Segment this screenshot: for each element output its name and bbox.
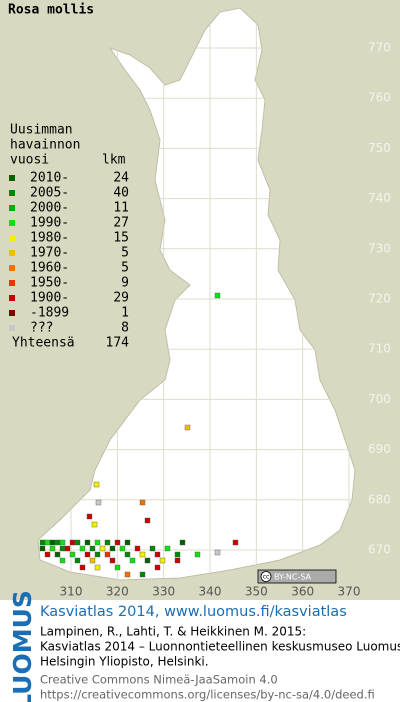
legend-count: 5 [121,246,129,261]
occurrence [139,499,146,506]
y-tick-label: 720 [368,292,391,306]
legend-count: 29 [113,291,129,306]
legend-swatch [9,175,15,181]
legend-swatch [9,325,15,331]
citation-line: Kasviatlas 2014 – Luonnontieteellinen ke… [40,640,400,654]
legend-swatch [9,235,15,241]
legend-count: 9 [121,276,129,291]
y-tick-label: 700 [368,392,391,406]
legend-header: havainnon [10,138,80,153]
legend-label: 1960- [30,261,69,276]
legend-swatch [9,250,15,256]
occurrence [91,521,98,528]
legend-count: 1 [121,306,129,321]
occurrence [214,549,221,556]
legend-label: ??? [30,321,53,336]
x-tick-label: 360 [291,585,314,599]
occurrence [194,551,201,558]
cc-badge: cc BY-NC-SA [257,569,337,584]
y-tick-label: 740 [368,191,391,205]
y-tick-label: 760 [368,91,391,105]
y-tick-label: 750 [368,141,391,155]
legend-count: 11 [113,201,129,216]
x-tick-label: 330 [152,585,175,599]
footer-background [0,600,400,702]
legend-count: 40 [113,186,129,201]
occurrence [214,292,221,299]
legend-label: 1950- [30,276,69,291]
badge-box [257,569,337,584]
legend-count: 8 [121,321,129,336]
x-tick-label: 350 [245,585,268,599]
legend-count: 5 [121,261,129,276]
legend-label: 1990- [30,216,69,231]
occurrence [184,424,191,431]
citation-line: Helsingin Yliopisto, Helsinki. [40,655,209,669]
legend-label: 2010- [30,171,69,186]
legend-count-header: lkm [102,153,126,168]
legend-count: 15 [113,231,129,246]
y-tick-label: 690 [368,442,391,456]
occurrence [95,499,102,506]
x-tick-label: 340 [199,585,222,599]
occurrence [144,517,151,524]
occurrence [93,481,100,488]
badge-cc: cc [263,574,270,581]
total-count: 174 [106,336,130,351]
legend-label: 1970- [30,246,69,261]
legend-swatch [9,265,15,271]
occurrence [232,539,239,546]
license-line: Creative Commons Nimeä-JaaSamoin 4.0 [40,673,278,687]
legend-swatch [9,205,15,211]
y-tick-label: 680 [368,492,391,506]
legend-swatch [9,280,15,286]
coordinate-labels: 770 760 750 740 730 720 710 700 690 680 670 310 320 3… [60,41,391,599]
y-tick-label: 770 [368,41,391,55]
x-tick-label: 310 [60,585,83,599]
badge-label: BY-NC-SA [274,573,312,582]
legend-swatch [9,220,15,226]
legend-label: 2005- [30,186,69,201]
y-tick-label: 670 [368,543,391,557]
legend-label: 1980- [30,231,69,246]
legend-label: -1899 [30,306,69,321]
legend-swatch [9,310,15,316]
legend-count: 27 [113,216,129,231]
occurrences [39,292,239,578]
y-tick-label: 710 [368,342,391,356]
total-label: Yhteensä [12,336,75,351]
legend-swatch [9,295,15,301]
legend-swatch [9,190,15,196]
license-line: https://creativecommons.org/licenses/by-… [40,688,375,702]
legend-label: 2000- [30,201,69,216]
legend-label: 1900- [30,291,69,306]
title: Rosa mollis [8,3,94,18]
citation-line: Lampinen, R., Lahti, T. & Heikkinen M. 2… [40,625,306,639]
y-tick-label: 730 [368,241,391,255]
logo: LUOMUS [8,590,37,702]
occurrence [86,513,93,520]
legend-header: Uusimman [10,123,73,138]
badge-icon [260,571,272,582]
x-tick-label: 320 [106,585,129,599]
southern-cluster [39,539,181,578]
x-tick-label: 370 [338,585,361,599]
legend-header: vuosi [10,153,49,168]
occurrence [179,539,186,546]
legend-count: 24 [113,171,129,186]
footer-link: Kasviatlas 2014, www.luomus.fi/kasviatla… [40,604,347,620]
